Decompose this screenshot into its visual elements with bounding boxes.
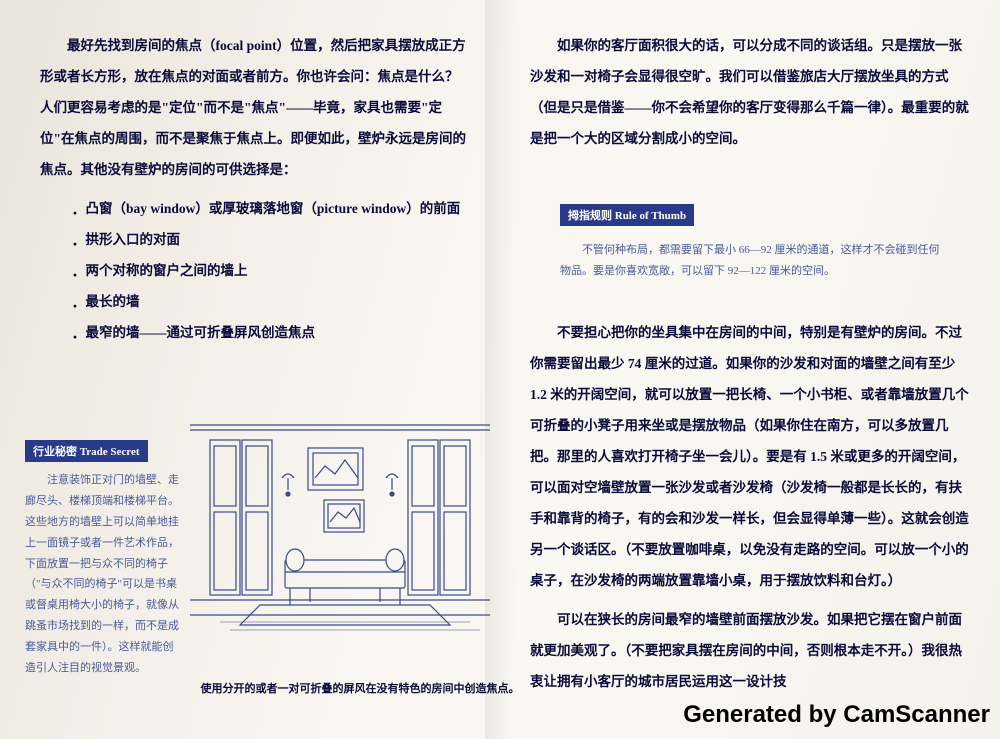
camscanner-watermark: Generated by CamScanner: [683, 701, 990, 729]
list-item: 凸窗（bay window）或厚玻璃落地窗（picture window）的前面: [72, 193, 470, 224]
rule-of-thumb-body: 不管何种布局，都需要留下最小 66—92 厘米的通道，这样才不会碰到任何物品。要…: [560, 240, 940, 282]
book-spread: 最好先找到房间的焦点（focal point）位置，然后把家具摆放成正方形或者长…: [0, 0, 1000, 739]
rule-of-thumb-header: 拇指规则 Rule of Thumb: [560, 204, 694, 226]
right-para-3: 可以在狭长的房间最窄的墙壁前面摆放沙发。如果把它摆在窗户前面就更加美观了。（不要…: [530, 604, 970, 697]
right-page: 如果你的客厅面积很大的话，可以分成不同的谈话组。只是摆放一张沙发和一对椅子会显得…: [500, 0, 1000, 739]
room-illustration: [190, 400, 490, 640]
trade-secret-aside: 行业秘密 Trade Secret 注意装饰正对门的墙壁、走廊尽头、楼梯顶端和楼…: [25, 440, 180, 679]
focal-point-list: 凸窗（bay window）或厚玻璃落地窗（picture window）的前面…: [40, 193, 470, 348]
rule-of-thumb-aside: 拇指规则 Rule of Thumb 不管何种布局，都需要留下最小 66—92 …: [560, 204, 940, 282]
trade-secret-body: 注意装饰正对门的墙壁、走廊尽头、楼梯顶端和楼梯平台。这些地方的墙壁上可以简单地挂…: [25, 470, 180, 679]
left-intro-paragraph: 最好先找到房间的焦点（focal point）位置，然后把家具摆放成正方形或者长…: [40, 30, 470, 185]
left-page: 最好先找到房间的焦点（focal point）位置，然后把家具摆放成正方形或者长…: [0, 0, 500, 739]
illustration-caption: 使用分开的或者一对可折叠的屏风在没有特色的房间中创造焦点。: [190, 680, 530, 696]
trade-secret-header: 行业秘密 Trade Secret: [25, 440, 148, 462]
right-body: 不要担心把你的坐具集中在房间的中间，特别是有壁炉的房间。不过你需要留出最少 74…: [530, 317, 970, 698]
list-item: 拱形入口的对面: [72, 224, 470, 255]
right-para-2: 不要担心把你的坐具集中在房间的中间，特别是有壁炉的房间。不过你需要留出最少 74…: [530, 317, 970, 596]
right-intro-paragraph: 如果你的客厅面积很大的话，可以分成不同的谈话组。只是摆放一张沙发和一对椅子会显得…: [530, 30, 970, 154]
list-item: 最长的墙: [72, 286, 470, 317]
list-item: 两个对称的窗户之间的墙上: [72, 255, 470, 286]
list-item: 最窄的墙——通过可折叠屏风创造焦点: [72, 317, 470, 348]
